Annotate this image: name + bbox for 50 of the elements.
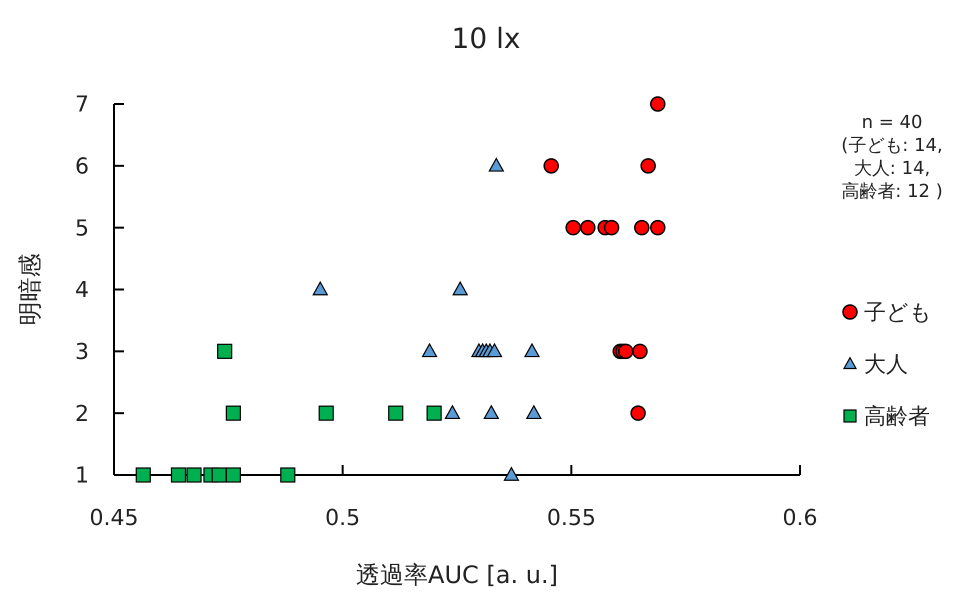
- point: [452, 282, 468, 296]
- point: [543, 158, 559, 174]
- y-tick-label: 4: [75, 278, 89, 304]
- point: [504, 467, 520, 481]
- legend-label: 高齢者: [864, 404, 930, 430]
- point: [444, 405, 460, 420]
- point: [422, 343, 438, 358]
- y-tick-label: 1: [75, 464, 89, 489]
- x-tick-label: 0.55: [546, 506, 596, 531]
- point: [565, 220, 581, 236]
- point: [618, 344, 634, 360]
- x-tick-label: 0.5: [325, 506, 360, 531]
- point: [650, 220, 666, 236]
- text: n = 40 (子ども: 14, 大人: 14, 高齢者: 12 ): [841, 112, 943, 202]
- point: [524, 343, 540, 358]
- x-tick-label: 0.6: [782, 506, 818, 531]
- point: [388, 406, 404, 421]
- y-tick-label: 6: [75, 154, 89, 180]
- point: [580, 220, 596, 236]
- point: [226, 467, 241, 483]
- point: [280, 467, 296, 483]
- point: [426, 406, 442, 421]
- legend-label: 大人: [864, 352, 908, 378]
- point: [484, 405, 499, 420]
- point: [526, 405, 542, 420]
- y-tick-label: 3: [75, 340, 89, 366]
- chart-title: 10 lx: [452, 22, 520, 55]
- x-tick-label: 0.45: [90, 506, 138, 531]
- point: [136, 467, 151, 483]
- point: [604, 220, 620, 236]
- legend-label: 子ども: [864, 300, 932, 326]
- point: [640, 158, 656, 174]
- y-tick-label: 2: [75, 402, 89, 427]
- point: [486, 343, 502, 358]
- point: [488, 158, 504, 172]
- point: [312, 282, 328, 296]
- point: [632, 344, 648, 360]
- point: [226, 406, 241, 421]
- point: [630, 405, 646, 421]
- point: [650, 96, 666, 112]
- x-axis-title: 透過率AUC [a. u.]: [356, 561, 558, 589]
- point: [170, 467, 186, 483]
- y-tick-label: 5: [75, 216, 89, 242]
- y-axis-title: 明暗感: [16, 254, 44, 326]
- y-tick-label: 7: [75, 92, 89, 118]
- point: [318, 406, 334, 421]
- point: [634, 220, 650, 236]
- point: [217, 344, 232, 359]
- point: [186, 467, 202, 483]
- point: [212, 467, 227, 483]
